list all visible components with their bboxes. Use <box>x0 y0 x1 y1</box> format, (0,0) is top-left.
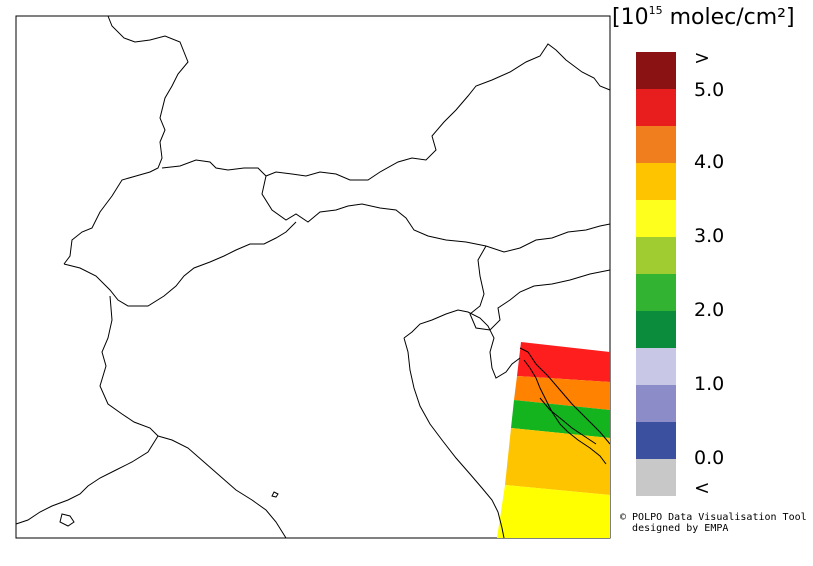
legend-swatch-9 <box>636 385 676 422</box>
coast-elba <box>271 491 279 498</box>
border-italy-north <box>15 295 159 525</box>
legend-title: [1015 molec/cm²] <box>612 4 795 30</box>
legend-tick-label: 3.0 <box>694 225 725 247</box>
legend-colorbar <box>636 52 676 496</box>
border-austria-slovenia <box>469 245 611 331</box>
legend-tick-label: 2.0 <box>694 299 725 321</box>
coast-italy-west <box>403 337 505 539</box>
legend-swatch-6 <box>636 274 676 311</box>
legend-swatch-7 <box>636 311 676 348</box>
legend-swatch-3 <box>636 163 676 200</box>
legend-swatch-5 <box>636 237 676 274</box>
legend-tick-label: < <box>694 477 710 499</box>
legend-tick-label: 5.0 <box>694 79 725 101</box>
border-italy-france <box>63 221 297 307</box>
border-germany-switzerland <box>161 43 611 181</box>
legend-tick-label: 1.0 <box>694 373 725 395</box>
swath-band-light-orange <box>505 428 610 495</box>
legend-swatch-0 <box>636 52 676 89</box>
legend-swatch-4 <box>636 200 676 237</box>
legend-tick-label: 4.0 <box>694 151 725 173</box>
border-italy-south <box>157 435 287 539</box>
legend-swatch-1 <box>636 89 676 126</box>
croatia-islands <box>523 359 607 465</box>
border-lines <box>15 15 611 539</box>
legend-swatch-11 <box>636 459 676 496</box>
coast-croatia <box>519 347 611 445</box>
legend-tick-label: > <box>694 47 710 69</box>
legend-swatch-8 <box>636 348 676 385</box>
legend-swatch-10 <box>636 422 676 459</box>
legend-tick-label: 0.0 <box>694 447 725 469</box>
swath-band-red <box>517 342 610 382</box>
satellite-swath <box>497 342 610 538</box>
border-switzerland-italy <box>261 175 611 253</box>
swath-band-yellow <box>497 485 610 538</box>
croatia-islands-2 <box>539 397 597 445</box>
coast-italy-adriatic <box>403 309 521 379</box>
legend-swatch-2 <box>636 126 676 163</box>
credit-text: © POLPO Data Visualisation Tool designed… <box>620 512 807 534</box>
coast-corsica <box>59 513 75 527</box>
border-france-germany <box>63 15 189 265</box>
